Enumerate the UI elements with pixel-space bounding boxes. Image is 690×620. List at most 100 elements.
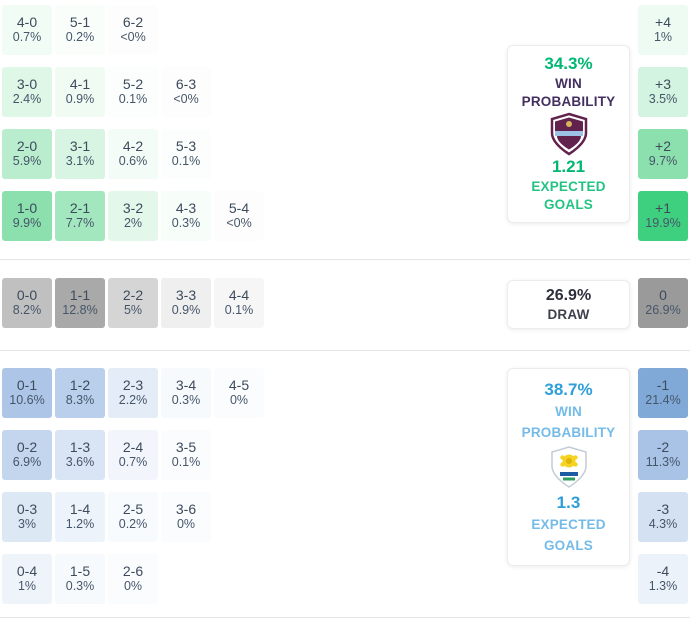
score-cell: 3-1 3.1% <box>55 129 105 179</box>
score-cell: 6-3 <0% <box>161 67 211 117</box>
score-cell: 3-5 0.1% <box>161 430 211 480</box>
score-label: 5-1 <box>69 13 91 30</box>
probability-value: 2.2% <box>118 393 148 408</box>
score-cell: 2-0 5.9% <box>2 129 52 179</box>
score-label: 4-1 <box>69 75 91 92</box>
score-cell: 5-2 0.1% <box>108 67 158 117</box>
score-label: 3-5 <box>175 438 197 455</box>
probability-value: 0.7% <box>118 455 148 470</box>
home-margin-column: +4 1% +3 3.5% +2 9.7% +1 19.9% <box>638 5 688 241</box>
probability-value: 8.3% <box>65 393 95 408</box>
grid-row: 0-2 6.9% 1-3 3.6% 2-4 0.7% 3-5 0.1% <box>2 430 264 480</box>
score-label: 1-2 <box>69 376 91 393</box>
away-win-probability-value: 38.7% <box>544 379 593 399</box>
score-cell: 4-4 0.1% <box>214 278 264 328</box>
probability-value: 0.9% <box>65 92 95 107</box>
grid-row: -4 1.3% <box>638 554 688 604</box>
probability-value: 1% <box>17 579 37 594</box>
probability-value: 0.1% <box>224 303 254 318</box>
score-label: 0-1 <box>16 376 38 393</box>
probability-value: 9.7% <box>648 154 678 169</box>
grid-row: +3 3.5% <box>638 67 688 117</box>
score-cell: 2-5 0.2% <box>108 492 158 542</box>
margin-label: -3 <box>656 500 670 517</box>
probability-value: 9.9% <box>12 216 42 231</box>
probability-value: 6.9% <box>12 455 42 470</box>
section-divider <box>0 617 690 618</box>
probability-value: 4.3% <box>648 517 678 532</box>
home-score-grid: 4-0 0.7% 5-1 0.2% 6-2 <0% 3-0 2.4% 4-1 0.9% 5-2 0.1… <box>2 5 264 241</box>
score-cell: 4-5 0% <box>214 368 264 418</box>
score-label: 4-4 <box>228 286 250 303</box>
score-cell: 6-2 <0% <box>108 5 158 55</box>
score-cell: 2-6 0% <box>108 554 158 604</box>
score-cell: 3-2 2% <box>108 191 158 241</box>
grid-row: -1 21.4% <box>638 368 688 418</box>
margin-cell: -4 1.3% <box>638 554 688 604</box>
score-cell: 0-0 8.2% <box>2 278 52 328</box>
probability-value: 3.5% <box>648 92 678 107</box>
probability-value: 0% <box>229 393 249 408</box>
margin-label: -4 <box>656 562 670 579</box>
score-cell: 5-3 0.1% <box>161 129 211 179</box>
score-cell: 2-2 5% <box>108 278 158 328</box>
score-cell: 3-0 2.4% <box>2 67 52 117</box>
grid-row: 3-0 2.4% 4-1 0.9% 5-2 0.1% 6-3 <0% <box>2 67 264 117</box>
score-label: 3-3 <box>175 286 197 303</box>
score-label: 1-0 <box>16 199 38 216</box>
score-cell: 1-3 3.6% <box>55 430 105 480</box>
score-label: 1-3 <box>69 438 91 455</box>
probability-value: 0% <box>176 517 196 532</box>
score-cell: 0-3 3% <box>2 492 52 542</box>
probability-value: <0% <box>173 92 199 107</box>
probability-value: 0.1% <box>118 92 148 107</box>
section-divider <box>0 259 690 260</box>
probability-value: 0.2% <box>65 30 95 45</box>
probability-value: 0% <box>123 579 143 594</box>
score-cell: 0-1 10.6% <box>2 368 52 418</box>
probability-value: 0.1% <box>171 154 201 169</box>
score-cell: 1-0 9.9% <box>2 191 52 241</box>
grid-row: +2 9.7% <box>638 129 688 179</box>
score-label: 0-0 <box>16 286 38 303</box>
home-win-summary-card: 34.3% WIN PROBABILITY 1.21 EXPECTED GOAL… <box>507 45 630 223</box>
leeds-united-crest-icon <box>549 445 589 489</box>
margin-label: -2 <box>656 438 670 455</box>
probability-value: 12.8% <box>62 303 98 318</box>
score-cell: 4-1 0.9% <box>55 67 105 117</box>
score-label: 4-5 <box>228 376 250 393</box>
section-divider <box>0 350 690 351</box>
score-label: 3-6 <box>175 500 197 517</box>
away-win-label-line1: WIN <box>555 404 582 420</box>
score-cell: 2-4 0.7% <box>108 430 158 480</box>
score-cell: 3-3 0.9% <box>161 278 211 328</box>
probability-value: 1.2% <box>65 517 95 532</box>
probability-value: 3% <box>17 517 37 532</box>
score-label: 5-4 <box>228 199 250 216</box>
score-cell: 2-3 2.2% <box>108 368 158 418</box>
score-label: 2-4 <box>122 438 144 455</box>
home-win-label-line1: WIN <box>555 76 582 92</box>
probability-value: 0.3% <box>171 216 201 231</box>
draw-label: DRAW <box>547 306 590 322</box>
score-label: 0-4 <box>16 562 38 579</box>
away-expected-goals-label-line2: GOALS <box>543 537 593 553</box>
score-label: 4-3 <box>175 199 197 216</box>
score-label: 2-5 <box>122 500 144 517</box>
margin-cell: +2 9.7% <box>638 129 688 179</box>
margin-cell: +1 19.9% <box>638 191 688 241</box>
grid-row: 1-0 9.9% 2-1 7.7% 3-2 2% 4-3 0.3% 5-4 <0% <box>2 191 264 241</box>
probability-value: 0.3% <box>65 579 95 594</box>
score-label: 2-0 <box>16 137 38 154</box>
probability-value: 7.7% <box>65 216 95 231</box>
score-label: 1-1 <box>69 286 91 303</box>
away-win-summary-card: 38.7% WIN PROBABILITY 1.3 EXPECTED GOALS <box>507 368 630 566</box>
grid-row: 0-3 3% 1-4 1.2% 2-5 0.2% 3-6 0% <box>2 492 264 542</box>
score-cell: 4-0 0.7% <box>2 5 52 55</box>
score-label: 2-3 <box>122 376 144 393</box>
probability-value: 0.2% <box>118 517 148 532</box>
probability-value: 21.4% <box>645 393 681 408</box>
away-score-grid: 0-1 10.6% 1-2 8.3% 2-3 2.2% 3-4 0.3% 4-5 0% 0-2 6.9… <box>2 368 264 604</box>
margin-label: -1 <box>656 376 670 393</box>
